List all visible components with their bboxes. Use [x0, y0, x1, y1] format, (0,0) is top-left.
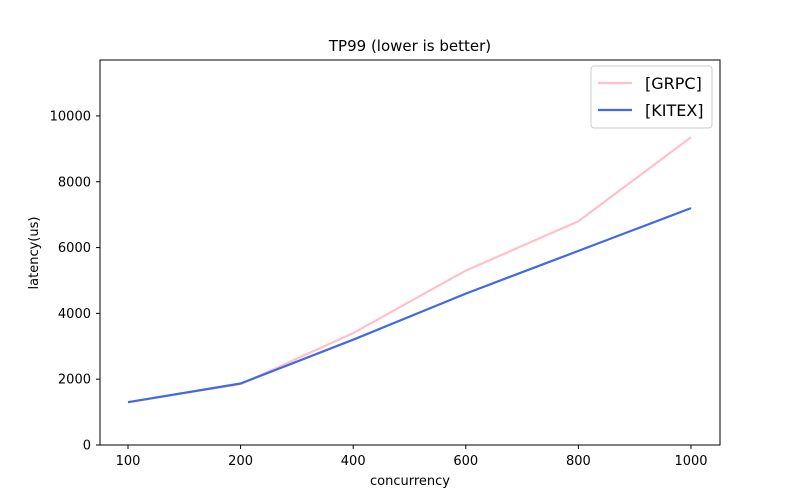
series-lines [127, 136, 692, 404]
legend-label: [KITEX] [645, 101, 704, 120]
x-tick-label: 1000 [674, 454, 707, 469]
y-tick-label: 0 [83, 439, 91, 454]
chart-title: TP99 (lower is better) [328, 37, 491, 55]
y-axis-label: latency(us) [27, 217, 42, 290]
plot-area-frame [99, 59, 721, 446]
chart-legend: [GRPC] [KITEX] [590, 65, 713, 129]
series-line-grpc [127, 136, 692, 404]
y-tick-label: 8000 [58, 175, 91, 190]
x-tick-label: 400 [341, 454, 366, 469]
x-tick-label: 100 [116, 454, 141, 469]
x-tick-label: 200 [228, 454, 253, 469]
y-tick-label: 2000 [58, 373, 91, 388]
y-tick-label: 6000 [58, 241, 91, 256]
x-tick-label: 600 [453, 454, 478, 469]
series-line-kitex [127, 207, 692, 404]
x-axis-label: concurrency [370, 474, 450, 489]
y-axis-ticks: 0 2000 4000 6000 8000 10000 [50, 109, 100, 454]
x-tick-label: 800 [566, 454, 591, 469]
y-tick-label: 4000 [58, 307, 91, 322]
legend-label: [GRPC] [645, 74, 702, 93]
x-axis-ticks: 100 200 400 600 800 1000 [116, 445, 708, 469]
y-tick-label: 10000 [50, 109, 91, 124]
legend-box [590, 65, 713, 129]
